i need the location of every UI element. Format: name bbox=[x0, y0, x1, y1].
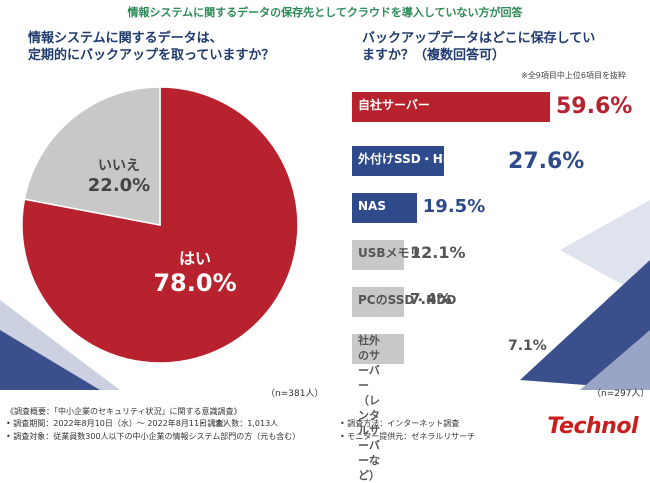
bar-value-label: 59.6% bbox=[556, 94, 633, 119]
survey-footer: 《調査概要：「中小企業のセキュリティ状況」に関する意識調査》 bbox=[6, 406, 242, 417]
pie-label-no-name: いいえ bbox=[98, 158, 140, 174]
bar-category-label: 外付けSSD・HDD bbox=[358, 152, 463, 166]
bar-value-label: 27.6% bbox=[508, 149, 585, 174]
technol-logo: Technol bbox=[547, 414, 638, 439]
footer-method: • 調査方法：インターネット調査 bbox=[340, 419, 460, 428]
pie-label-no-value: 22.0% bbox=[87, 175, 151, 196]
bar-category-label: USBメモリ bbox=[358, 246, 422, 260]
bar-value-label: 7.1% bbox=[508, 338, 547, 354]
bar bbox=[352, 240, 404, 270]
bar-value-label: 12.1% bbox=[410, 243, 466, 262]
bar-category-label: PCのSSD・HDD bbox=[358, 293, 457, 307]
bar bbox=[352, 193, 417, 223]
footer-title: 《調査概要：「中小企業のセキュリティ状況」に関する意識調査》 bbox=[6, 407, 242, 416]
pie-slice-no bbox=[23, 86, 161, 226]
corner-decoration-bottom-left bbox=[0, 300, 120, 390]
footer-target: • 調査対象：従業員数300人以下の中小企業の情報システム部門の方（元も含む） bbox=[6, 432, 301, 441]
right-note: ※全9項目中上位6項目を抜粋 bbox=[521, 71, 626, 80]
bar bbox=[352, 287, 404, 317]
bar bbox=[352, 92, 550, 122]
page-header: 情報システムに関するデータの保存先としてクラウドを導入していない方が回答 bbox=[127, 6, 523, 19]
pie-label-yes: はい 78.0% bbox=[145, 245, 245, 297]
footer-period: • 調査期間：2022年8月10日（水）～ 2022年8月11日（木） bbox=[6, 419, 232, 428]
bar-value-label: 19.5% bbox=[422, 196, 486, 217]
bar-value-label: 7.4% bbox=[410, 290, 452, 308]
pie-label-yes-name: はい bbox=[178, 249, 211, 268]
bar-category-label: 自社サーバー bbox=[358, 98, 430, 112]
left-sample-size: （n=381人） bbox=[266, 389, 324, 399]
right-question-title: バックアップデータはどこに保存してい ますか？（複数回答可） bbox=[362, 31, 596, 63]
bar bbox=[352, 334, 404, 364]
right-sample-size: （n=297人） bbox=[592, 389, 650, 399]
bar-category-label: NAS bbox=[358, 199, 386, 213]
pie-label-no: いいえ 22.0% bbox=[74, 155, 164, 196]
corner-decoration-right bbox=[520, 200, 650, 390]
bar bbox=[352, 146, 444, 176]
pie-label-yes-value: 78.0% bbox=[153, 269, 237, 297]
pie-chart bbox=[21, 86, 299, 364]
left-question-title: 情報システムに関するデータは、 定期的にバックアップを取っていますか？ bbox=[28, 31, 275, 63]
footer-count: • 調査人数：1,013人 bbox=[200, 419, 279, 428]
bar-category-label: 社外のサーバー （レンタルサーバーなど） bbox=[358, 334, 380, 482]
footer-monitor: • モニター提供元：ゼネラルリサーチ bbox=[340, 432, 476, 441]
